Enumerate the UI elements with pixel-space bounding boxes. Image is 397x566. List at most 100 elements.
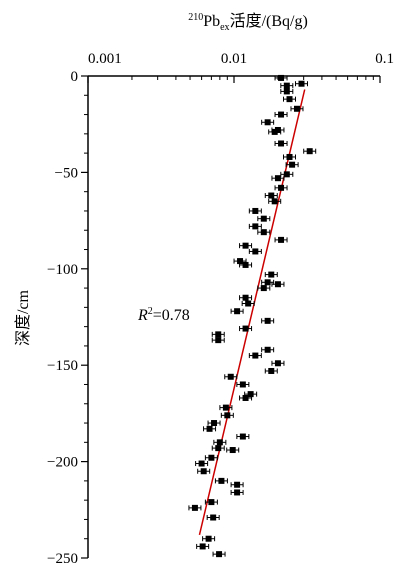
data-point <box>271 281 285 288</box>
point-marker <box>260 229 267 236</box>
point-marker <box>252 352 259 359</box>
x-axis-title-sup: 210 <box>188 12 203 23</box>
point-marker <box>306 148 313 155</box>
point-marker <box>242 261 249 268</box>
data-point <box>239 325 253 332</box>
data-point <box>261 346 275 353</box>
data-point <box>285 161 299 168</box>
point-marker <box>252 223 259 230</box>
point-marker <box>234 308 241 315</box>
data-point <box>268 128 282 135</box>
point-marker <box>252 207 259 214</box>
point-marker <box>234 481 241 488</box>
point-marker <box>199 543 206 550</box>
point-marker <box>242 394 249 401</box>
point-marker <box>252 248 259 255</box>
y-tick-label: −250 <box>47 551 78 566</box>
point-marker <box>260 285 267 292</box>
data-point <box>268 198 282 205</box>
data-point <box>271 360 285 367</box>
point-marker <box>208 499 215 506</box>
point-marker <box>286 153 293 160</box>
data-point <box>248 248 262 255</box>
data-point <box>236 381 250 388</box>
data-point <box>239 294 253 301</box>
data-point <box>280 82 294 89</box>
point-marker <box>278 236 285 243</box>
y-tick-label: −200 <box>47 455 78 471</box>
point-marker <box>268 192 275 199</box>
x-tick-label: 0.001 <box>88 51 122 67</box>
data-point <box>207 420 221 427</box>
point-marker <box>283 82 290 89</box>
point-marker <box>264 119 271 126</box>
point-marker <box>278 111 285 118</box>
data-point <box>274 236 288 243</box>
data-point <box>219 404 233 411</box>
y-tick-label: −100 <box>47 262 78 278</box>
data-point <box>248 223 262 230</box>
data-point <box>195 460 209 467</box>
point-marker <box>278 140 285 147</box>
x-axis-title-rest: 活度/(Bq/g) <box>230 12 308 30</box>
data-point <box>274 74 288 81</box>
data-point <box>220 412 234 419</box>
point-marker <box>264 317 271 324</box>
data-point <box>264 367 278 374</box>
data-point <box>226 447 240 454</box>
data-point <box>211 445 225 452</box>
point-marker <box>242 325 249 332</box>
point-marker <box>274 175 281 182</box>
point-marker <box>239 381 246 388</box>
point-marker <box>264 279 271 286</box>
point-marker <box>245 300 252 307</box>
x-tick-label: 0.01 <box>221 51 247 67</box>
point-marker <box>216 551 223 558</box>
point-marker <box>237 258 244 265</box>
data-point <box>230 489 244 496</box>
x-tick-label: 0.1 <box>375 51 394 67</box>
point-marker <box>274 281 281 288</box>
point-marker <box>268 271 275 278</box>
point-marker <box>227 373 234 380</box>
data-point <box>206 514 220 521</box>
data-point <box>295 80 309 87</box>
point-marker <box>268 367 275 374</box>
data-point <box>233 258 247 265</box>
data-point <box>264 271 278 278</box>
point-marker <box>218 477 225 484</box>
fit-line <box>198 89 306 536</box>
point-marker <box>271 198 278 205</box>
data-point <box>257 285 271 292</box>
point-marker <box>298 80 305 87</box>
data-point <box>303 148 317 155</box>
data-point <box>257 229 271 236</box>
data-point <box>248 207 262 214</box>
r-squared-r: R <box>137 307 148 324</box>
y-tick-label: −50 <box>55 165 78 181</box>
data-point <box>274 111 288 118</box>
point-marker <box>205 535 212 542</box>
data-point <box>196 543 210 550</box>
point-marker <box>271 128 278 135</box>
data-point <box>214 477 228 484</box>
data-point <box>224 373 238 380</box>
data-point <box>211 337 225 344</box>
data-point <box>236 433 250 440</box>
data-point <box>204 499 218 506</box>
point-marker <box>215 445 222 452</box>
data-marks <box>188 74 317 558</box>
point-marker <box>208 454 215 461</box>
point-marker <box>283 171 290 178</box>
point-marker <box>278 184 285 191</box>
data-point <box>290 105 304 112</box>
point-marker <box>222 404 229 411</box>
r-squared-sup: 2 <box>148 306 153 317</box>
data-point <box>261 317 275 324</box>
point-marker <box>264 346 271 353</box>
data-point <box>203 425 217 432</box>
point-marker <box>260 215 267 222</box>
point-marker <box>224 412 231 419</box>
data-point <box>202 535 216 542</box>
point-marker <box>293 105 300 112</box>
